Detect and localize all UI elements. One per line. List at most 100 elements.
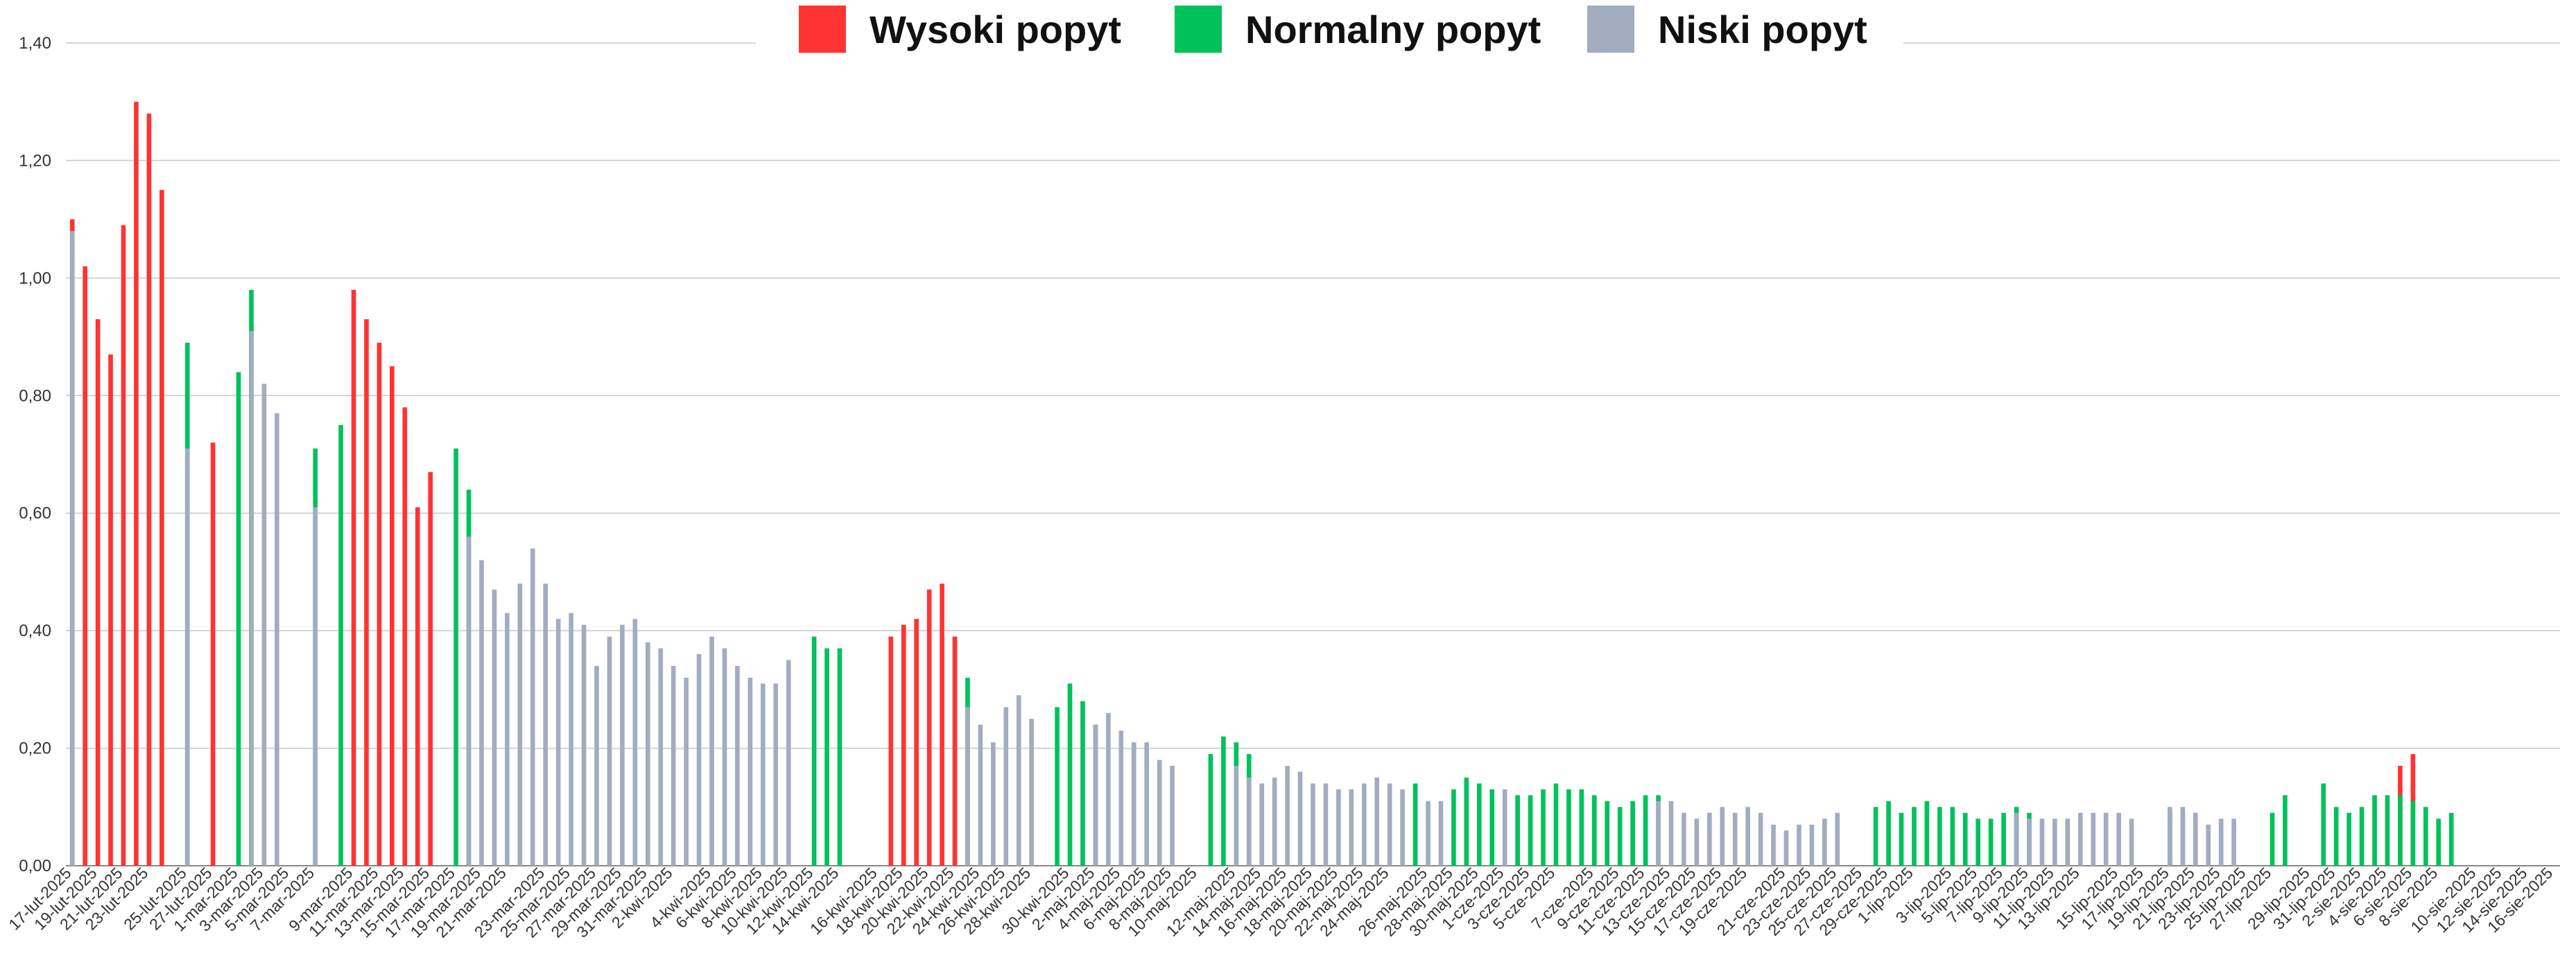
bar-low — [1311, 783, 1315, 866]
y-tick-label: 0,40 — [19, 622, 51, 640]
bar-low — [2180, 807, 2186, 866]
y-tick-label: 0,80 — [19, 386, 51, 405]
bar-normal — [1515, 795, 1520, 866]
bar-high — [83, 266, 87, 866]
bar-low — [1170, 765, 1175, 866]
bar-low — [1285, 765, 1290, 866]
bar-high — [926, 589, 932, 866]
bar-high — [914, 619, 919, 866]
bar-normal — [1605, 801, 1610, 866]
bar-normal — [1080, 701, 1085, 866]
bar-normal — [2423, 807, 2428, 866]
bar-low — [1387, 783, 1392, 866]
bar-low — [2206, 824, 2211, 866]
bar-low — [2077, 812, 2083, 866]
bar-low — [2129, 819, 2134, 866]
bar-normal — [824, 648, 829, 866]
bar-low — [1118, 730, 1124, 866]
bar-low — [2014, 812, 2019, 866]
bar-low — [1783, 830, 1789, 866]
bar-low — [2231, 819, 2236, 866]
bar-low — [773, 683, 779, 866]
bar-low — [543, 583, 548, 866]
bar-low — [1323, 783, 1329, 866]
bar-low — [684, 677, 689, 866]
bar-normal — [1464, 777, 1469, 866]
bar-normal — [1566, 789, 1571, 866]
bar-low — [1336, 789, 1341, 866]
y-tick-label: 0,00 — [19, 857, 51, 875]
bar-high — [428, 472, 433, 866]
bar-normal — [1617, 807, 1623, 866]
bar-normal — [236, 372, 241, 866]
bar-low — [249, 331, 254, 866]
bar-low — [2103, 812, 2109, 866]
bar-normal — [1412, 783, 1418, 866]
legend-background — [756, 0, 1903, 62]
bar-low — [658, 648, 664, 866]
bar-low — [492, 589, 497, 866]
bar-normal — [453, 448, 458, 866]
bar-low — [671, 665, 676, 866]
bar-normal — [1643, 795, 1648, 866]
bar-low — [761, 683, 766, 866]
bar-low — [466, 536, 472, 866]
bar-low — [505, 613, 510, 866]
bar-low — [313, 507, 318, 866]
bar-normal — [2436, 819, 2441, 866]
bar-low — [991, 742, 996, 866]
bar-low — [632, 619, 638, 866]
bar-high — [888, 636, 894, 866]
bar-normal — [1489, 789, 1495, 866]
bar-low — [696, 654, 702, 866]
bar-high — [146, 113, 152, 866]
legend-swatch-low — [1587, 6, 1634, 53]
bar-low — [1234, 765, 1239, 866]
bar-normal — [2270, 812, 2275, 866]
y-tick-label: 0,60 — [19, 504, 51, 523]
bar-normal — [2001, 812, 2006, 866]
bar-normal — [1988, 819, 1994, 866]
bar-low — [1003, 707, 1009, 866]
bar-normal — [2333, 807, 2339, 866]
bar-high — [364, 319, 369, 866]
bar-normal — [837, 648, 842, 866]
bar-low — [1745, 807, 1750, 866]
legend-label-low: Niski popyt — [1658, 8, 1867, 51]
bar-low — [978, 724, 983, 866]
y-tick-label: 1,20 — [19, 151, 51, 170]
bar-normal — [1221, 736, 1226, 866]
bar-high — [940, 583, 944, 866]
bar-low — [1707, 812, 1712, 866]
bar-normal — [1630, 801, 1635, 866]
bar-low — [2052, 819, 2057, 866]
bar-normal — [1886, 801, 1891, 866]
bar-high — [159, 189, 164, 866]
bar-low — [1144, 742, 1150, 866]
bar-normal — [1950, 807, 1955, 866]
bar-low — [645, 642, 650, 866]
bar-low — [2168, 807, 2172, 866]
bar-low — [1502, 789, 1507, 866]
bar-low — [569, 613, 573, 866]
bar-normal — [1912, 807, 1917, 866]
bar-normal — [1937, 807, 1942, 866]
bar-high — [210, 443, 216, 866]
bar-normal — [2372, 795, 2377, 866]
bar-low — [1272, 777, 1277, 866]
bar-high — [351, 289, 356, 866]
gridlines — [66, 42, 2560, 866]
bar-low — [1438, 801, 1444, 866]
legend-label-high: Wysoki popyt — [870, 8, 1121, 51]
bar-normal — [2346, 812, 2351, 866]
y-tick-label: 0,20 — [19, 739, 51, 758]
bar-high — [377, 343, 382, 866]
bar-low — [1694, 819, 1700, 866]
bar-normal — [1541, 789, 1546, 866]
bar-low — [1246, 777, 1252, 866]
bar-normal — [2283, 795, 2288, 866]
bar-normal — [1067, 683, 1073, 866]
bar-normal — [1055, 707, 1060, 866]
bar-normal — [2448, 812, 2454, 866]
bar-low — [275, 413, 279, 866]
